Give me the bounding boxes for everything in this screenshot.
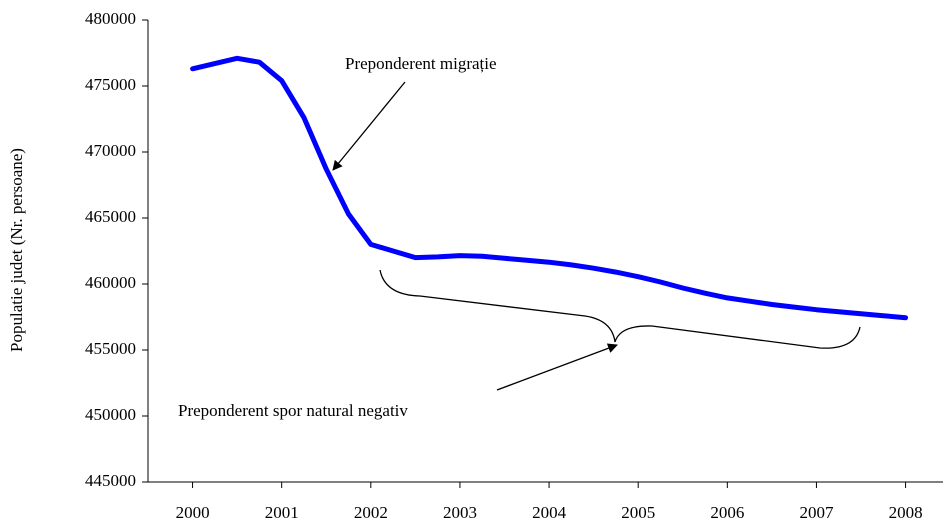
x-tick-label: 2000 bbox=[176, 503, 210, 522]
y-tick-label: 445000 bbox=[85, 471, 136, 490]
x-tick-label: 2004 bbox=[532, 503, 567, 522]
x-tick-label: 2003 bbox=[443, 503, 477, 522]
y-tick-label: 465000 bbox=[85, 207, 136, 226]
y-tick-label: 470000 bbox=[85, 141, 136, 160]
arrow bbox=[496, 343, 618, 391]
arrow bbox=[332, 81, 406, 171]
y-tick-label: 450000 bbox=[85, 405, 136, 424]
y-tick-label: 475000 bbox=[85, 75, 136, 94]
x-tick-label: 2008 bbox=[889, 503, 923, 522]
x-tick-label: 2001 bbox=[265, 503, 299, 522]
data-line bbox=[190, 55, 909, 321]
x-tick-label: 2006 bbox=[710, 503, 744, 522]
annotation: Preponderent migrație bbox=[345, 54, 497, 73]
brace bbox=[379, 269, 861, 349]
y-axis-title: Populatie judet (Nr. persoane) bbox=[7, 148, 26, 352]
annotation: Preponderent spor natural negativ bbox=[178, 401, 408, 420]
x-tick-label: 2007 bbox=[799, 503, 834, 522]
y-tick-label: 460000 bbox=[85, 273, 136, 292]
x-tick-label: 2005 bbox=[621, 503, 655, 522]
x-tick-label: 2002 bbox=[354, 503, 388, 522]
y-tick-label: 480000 bbox=[85, 9, 136, 28]
y-tick-label: 455000 bbox=[85, 339, 136, 358]
